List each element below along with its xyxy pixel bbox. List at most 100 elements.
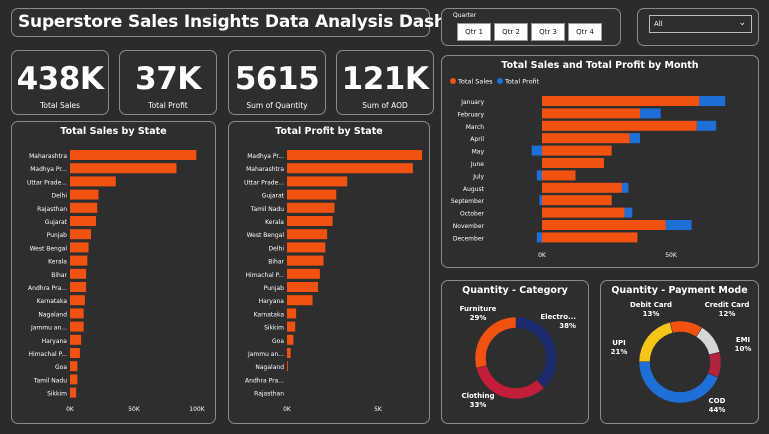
bar: [70, 255, 88, 266]
bar: [70, 229, 92, 240]
quantity-category-panel: Quantity - Category Electro... 38% Clothin…: [441, 280, 589, 424]
x-tick-label: 0K: [66, 406, 75, 413]
dashboard-title: Superstore Sales Insights Data Analysis …: [18, 12, 501, 32]
kpi-total-profit: 37K Total Profit: [119, 50, 217, 115]
qtr3-button[interactable]: Qtr 3: [531, 23, 565, 41]
bar: [70, 189, 99, 200]
category-label: Gujarat: [262, 193, 285, 200]
bar: [70, 242, 89, 253]
kpi-label: Total Profit: [148, 101, 188, 110]
month-label: June: [470, 161, 484, 168]
bar-total-sales: [542, 120, 697, 131]
bar: [70, 163, 177, 174]
category-label: Madhya Pr...: [30, 166, 67, 173]
category-label: West Bengal: [247, 232, 285, 239]
chart-title: Quantity - Payment Mode: [611, 285, 748, 296]
bar: [287, 176, 348, 187]
quarter-slicer: Quarter Qtr 1 Qtr 2 Qtr 3 Qtr 4: [441, 8, 621, 46]
category-label: Kerala: [265, 219, 284, 226]
bar-total-profit: [640, 108, 661, 119]
filter-dropdown-panel: All ⌄: [637, 8, 759, 46]
bar: [287, 150, 423, 160]
bar-total-sales: [542, 108, 641, 119]
bar: [287, 189, 337, 200]
category-label: Jammu an...: [30, 325, 67, 332]
sales-by-state-panel: Total Sales by State Maharashtra Madhya P…: [11, 121, 216, 424]
slice-value: 13%: [643, 310, 660, 318]
month-label: August: [463, 186, 485, 193]
sales-by-state-chart: Maharashtra Madhya Pr... Uttar Prade... Del…: [27, 150, 206, 413]
category-label: Andhra Pra...: [245, 377, 284, 384]
category-label: Maharashtra: [246, 166, 284, 173]
slice-label: Furniture: [460, 305, 497, 313]
legend-label: Total Profit: [504, 78, 540, 86]
category-label: Sikkim: [264, 325, 284, 332]
category-label: Uttar Prade...: [244, 179, 284, 186]
month-label: January: [460, 99, 484, 106]
bar-total-profit: [665, 220, 692, 230]
bar-total-sales: [542, 158, 604, 168]
qtr2-button[interactable]: Qtr 2: [494, 23, 528, 41]
bar: [287, 348, 291, 358]
slice-value: 44%: [709, 406, 726, 414]
bar: [70, 295, 85, 306]
bar: [70, 176, 116, 187]
sales-profit-by-month-panel: Total Sales and Total Profit by Month To…: [441, 55, 759, 268]
kpi-label: Sum of Quantity: [246, 101, 308, 110]
slice-label: COD: [709, 397, 726, 405]
bar: [70, 348, 80, 358]
sales-profit-by-month-chart: Total Sales Total Profit January February Ma…: [450, 78, 726, 259]
category-label: Goa: [272, 338, 284, 345]
category-label: Rajasthan: [254, 391, 284, 398]
category-label: Rajasthan: [37, 206, 67, 213]
quantity-payment-panel: Quantity - Payment Mode COD 44% UPI 21% Debi…: [600, 280, 759, 424]
slice-value: 33%: [470, 401, 487, 409]
qtr1-button[interactable]: Qtr 1: [457, 23, 491, 41]
bar: [287, 255, 324, 266]
bar: [287, 163, 413, 174]
slice-value: 12%: [719, 310, 736, 318]
bar-total-profit: [539, 195, 542, 206]
slice: [707, 351, 722, 378]
bar: [287, 321, 296, 332]
category-label: Nagaland: [255, 364, 284, 371]
qtr4-button[interactable]: Qtr 4: [568, 23, 602, 41]
slice-value: 10%: [735, 345, 752, 353]
category-label: Jammu an...: [247, 351, 284, 358]
slice-label: Credit Card: [705, 301, 750, 309]
category-label: Himachal P...: [246, 272, 285, 279]
x-tick-label: 50K: [128, 406, 141, 413]
category-label: Tamil Nadu: [33, 377, 67, 384]
bar: [287, 216, 333, 226]
bar-total-sales: [542, 133, 630, 144]
bar-total-sales: [542, 232, 638, 243]
category-label: Kerala: [48, 259, 67, 266]
month-label: July: [472, 173, 484, 180]
bar: [287, 361, 288, 372]
bar-total-sales: [542, 182, 622, 193]
kpi-label: Sum of AOD: [362, 101, 408, 110]
quarter-slicer-label: Quarter: [453, 12, 477, 19]
x-tick-label: 50K: [665, 252, 678, 259]
slice-value: 21%: [611, 348, 628, 356]
bar: [287, 308, 297, 319]
bar: [287, 295, 313, 306]
bar: [287, 334, 294, 345]
category-label: Haryana: [42, 338, 68, 345]
slice: [515, 316, 558, 389]
filter-dropdown[interactable]: All ⌄: [649, 15, 752, 33]
slice: [669, 320, 703, 338]
slice: [695, 327, 721, 356]
bar: [70, 361, 78, 372]
kpi-sum-quantity: 5615 Sum of Quantity: [228, 50, 326, 115]
bar-total-profit: [531, 145, 542, 156]
category-label: Maharashtra: [29, 153, 67, 160]
x-tick-label: 0K: [538, 252, 547, 259]
kpi-sum-aod: 121K Sum of AOD: [336, 50, 434, 115]
category-label: Karnataka: [37, 298, 68, 305]
bar-total-profit: [629, 133, 641, 144]
bar-total-sales: [542, 170, 576, 181]
month-label: February: [457, 111, 484, 118]
category-label: Bihar: [268, 259, 284, 266]
slice-label: UPI: [612, 339, 625, 347]
